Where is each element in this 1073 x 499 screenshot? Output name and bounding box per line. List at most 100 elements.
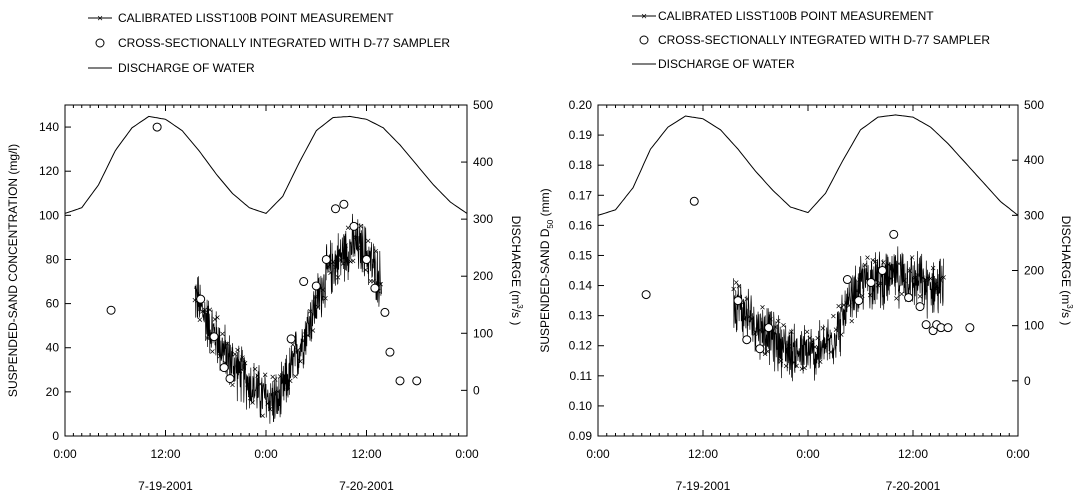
lisst-marker [799, 366, 805, 371]
y-tick-label: 0 [52, 429, 59, 443]
discharge-line [64, 115, 468, 214]
lisst-marker [854, 288, 860, 294]
lisst-marker [744, 296, 749, 302]
legend-right-lisst: CALIBRATED LISST100B POINT MEASUREMENT [658, 9, 934, 23]
d77-point [904, 293, 914, 303]
legend-left-discharge: DISCHARGE OF WATER [118, 61, 255, 75]
lisst-marker [325, 264, 331, 269]
d77-point [349, 221, 359, 231]
lisst-marker [260, 413, 265, 418]
lisst-marker [891, 269, 896, 274]
lisst-marker [736, 283, 742, 289]
lisst-series [731, 246, 946, 382]
y2-tick-label: 300 [1024, 208, 1044, 222]
lisst-marker [807, 335, 812, 341]
y-tick-label: 0.15 [569, 248, 593, 262]
lisst-marker [833, 327, 839, 332]
y-tick-label: 0.14 [569, 279, 593, 293]
lisst-marker [252, 366, 258, 372]
y2-tick-label: 500 [1024, 98, 1044, 112]
lisst-marker [917, 294, 923, 299]
lisst-marker [886, 262, 891, 267]
date-label: 7-19-2001 [138, 479, 193, 493]
lisst-marker [933, 281, 938, 287]
x-tick-label: 0:00 [796, 447, 820, 461]
d77-point [689, 196, 699, 206]
y-tick-label: 0.17 [569, 188, 593, 202]
x-tick-label: 12:00 [351, 447, 381, 461]
lisst-marker [896, 261, 902, 266]
x-tick-label: 12:00 [150, 447, 180, 461]
d77-point [641, 290, 651, 300]
y-tick-label: 120 [39, 164, 59, 178]
lisst-marker [878, 281, 883, 286]
lisst-marker [789, 329, 794, 335]
d77-point [866, 278, 876, 288]
lisst-marker [815, 335, 820, 341]
lisst-marker [247, 395, 253, 401]
x-tick-label: 0:00 [1006, 447, 1030, 461]
lisst-marker [295, 347, 301, 353]
lisst-marker [741, 316, 747, 322]
d77-point [395, 376, 405, 386]
y2-axis-label: DISCHARGE (m3/s ) [1059, 216, 1073, 326]
lisst-marker [865, 255, 870, 260]
d77-point [965, 323, 975, 333]
lisst-marker [765, 349, 770, 354]
lisst-marker [894, 296, 899, 301]
d77-point [889, 229, 899, 239]
lisst-marker [370, 279, 376, 284]
lisst-marker [849, 318, 854, 324]
lisst-marker [828, 349, 833, 355]
lisst-marker [280, 378, 285, 383]
discharge-series [64, 115, 468, 214]
lisst-marker [207, 307, 213, 312]
lisst-marker [333, 264, 338, 270]
date-label: 7-20-2001 [886, 479, 941, 493]
y-tick-label: 0.10 [569, 399, 593, 413]
lisst-marker [192, 297, 198, 303]
plot-frame [597, 104, 1019, 437]
lisst-marker [257, 381, 263, 387]
y2-tick-label: 200 [1024, 264, 1044, 278]
lisst-marker [340, 261, 346, 266]
axis-ticks [64, 104, 468, 437]
lisst-marker [752, 331, 757, 337]
lisst-marker [899, 291, 904, 297]
lisst-marker [820, 326, 826, 331]
lisst-marker [846, 303, 852, 308]
lisst-marker [305, 333, 311, 338]
axis-labels: 0:00 12:00 0:00 12:00 0:00 7-19-2001 7-20-2001… [569, 98, 1045, 493]
lisst-marker [760, 305, 765, 310]
lisst-marker [757, 327, 763, 333]
y2-tick-label: 500 [473, 98, 493, 112]
lisst-marker [338, 257, 343, 263]
y-tick-label: 140 [39, 120, 59, 134]
d77-point [299, 277, 309, 287]
lisst-marker [283, 373, 288, 379]
d77-point [877, 266, 887, 275]
lisst-marker [353, 234, 358, 240]
lisst-marker [210, 349, 215, 354]
lisst-marker [272, 377, 278, 382]
x-tick-label: 12:00 [688, 447, 718, 461]
lisst-marker [235, 347, 240, 353]
y2-axis-label: DISCHARGE (m3/s ) [509, 216, 524, 326]
lisst-marker [242, 360, 248, 366]
axis-labels: 0:00 12:00 0:00 12:00 0:00 7-19-2001 7-20-2001… [39, 98, 493, 493]
date-label: 7-19-2001 [676, 479, 731, 493]
d77-point [331, 204, 341, 214]
lisst-marker [217, 353, 223, 359]
lisst-marker [298, 358, 303, 364]
legend-left: × CALIBRATED LISST100B POINT MEASUREMENT… [88, 11, 450, 75]
d77-point [854, 296, 864, 306]
lisst-marker [731, 286, 736, 292]
lisst-marker [202, 307, 208, 313]
d77-point [380, 307, 390, 317]
lisst-marker [225, 341, 230, 346]
lisst-marker [749, 316, 755, 321]
lisst-marker [747, 314, 752, 320]
lisst-marker [205, 335, 210, 341]
lisst-marker [812, 344, 818, 350]
d77-point [339, 199, 349, 209]
